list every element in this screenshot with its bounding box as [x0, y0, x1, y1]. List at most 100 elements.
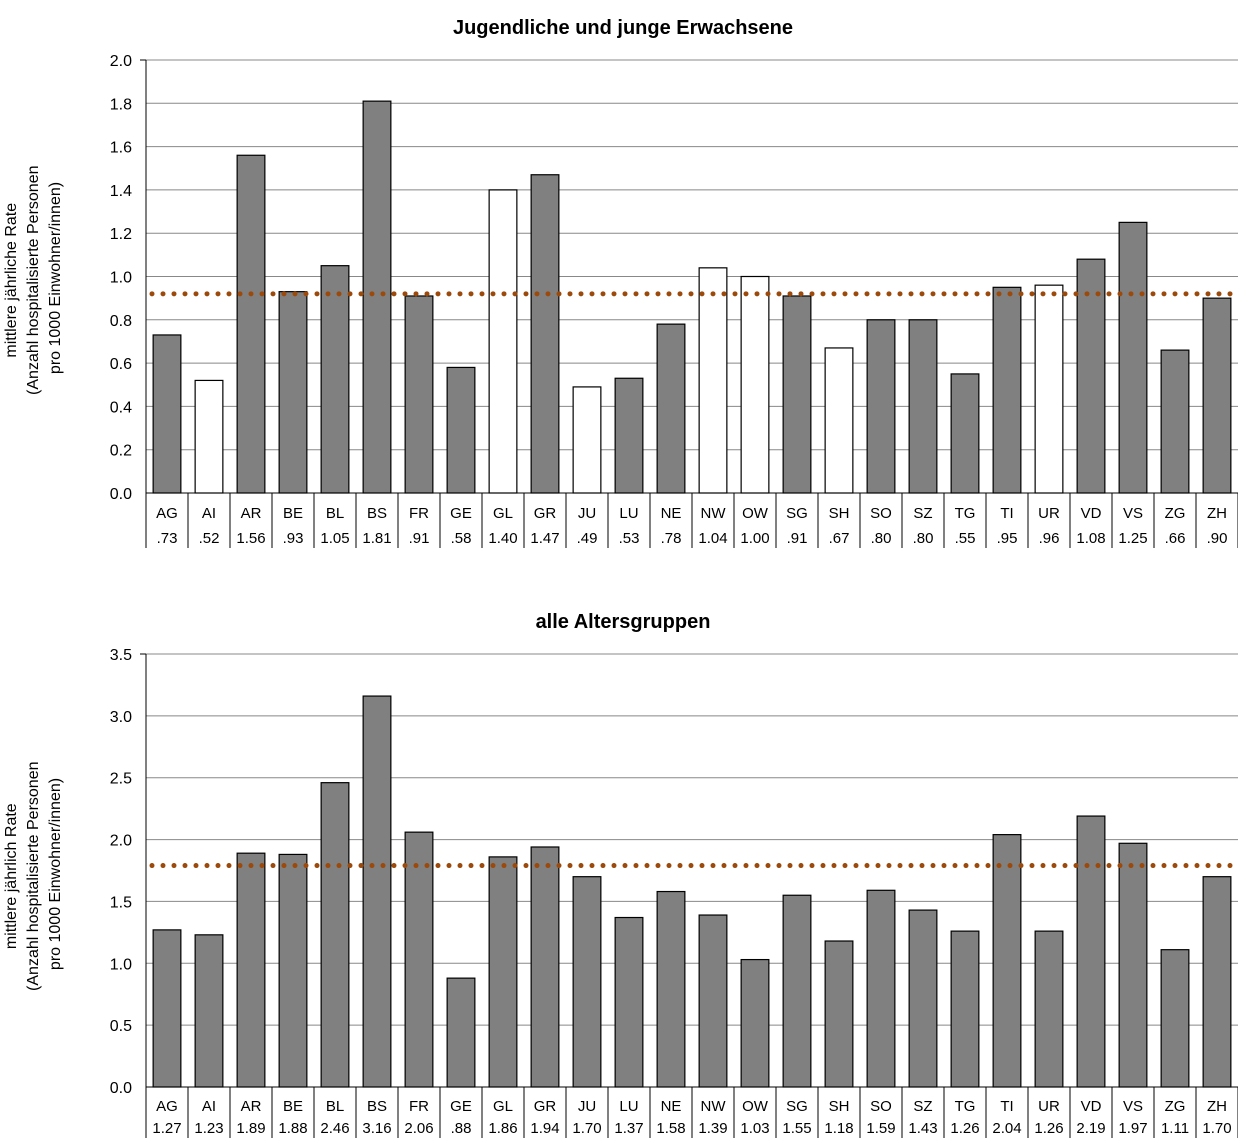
value-label: 1.70	[1202, 1120, 1231, 1137]
value-label: 2.04	[992, 1120, 1021, 1137]
y-axis-label-line: mittlere jährliche Rate	[3, 203, 20, 358]
bar-bs	[362, 100, 392, 494]
value-label: 2.06	[404, 1120, 433, 1137]
category-label: NE	[661, 1098, 682, 1115]
bar-be	[278, 291, 308, 494]
y-tick-label: 0.8	[110, 313, 132, 330]
y-tick-label: 1.5	[110, 894, 132, 911]
y-tick-label: 1.0	[110, 956, 132, 973]
category-label: SO	[870, 505, 892, 522]
category-label: AI	[202, 505, 216, 522]
category-label: GL	[493, 1098, 513, 1115]
value-label: 1.55	[782, 1120, 811, 1137]
bar-gr	[530, 174, 560, 494]
bar-ur	[1034, 284, 1064, 494]
value-label: .53	[619, 530, 640, 547]
bar-vs	[1118, 221, 1148, 494]
bar-so	[866, 319, 896, 494]
y-tick-label: 1.8	[110, 96, 132, 113]
value-label: .49	[577, 530, 598, 547]
value-label: 1.89	[236, 1120, 265, 1137]
category-label: VS	[1123, 1098, 1143, 1115]
value-label: .91	[787, 530, 808, 547]
category-label: ZG	[1165, 1098, 1186, 1115]
category-label: AI	[202, 1098, 216, 1115]
category-label: AG	[156, 1098, 178, 1115]
value-label: .96	[1039, 530, 1060, 547]
category-label: ZH	[1207, 1098, 1227, 1115]
category-label: BS	[367, 505, 387, 522]
chart-all-ages: alle Altersgruppen mittlere jährlich Rat…	[3, 611, 1238, 1138]
value-label: 2.46	[320, 1120, 349, 1137]
value-label: 3.16	[362, 1120, 391, 1137]
category-label: OW	[742, 1098, 769, 1115]
value-label: 1.39	[698, 1120, 727, 1137]
value-label: .52	[199, 530, 220, 547]
category-label: SZ	[913, 1098, 932, 1115]
bar-bs	[362, 695, 392, 1088]
bar-ge	[446, 977, 476, 1088]
bar-lu	[614, 916, 644, 1088]
category-label: TG	[955, 1098, 976, 1115]
category-label: LU	[619, 505, 638, 522]
value-label: 1.37	[614, 1120, 643, 1137]
bar-ju	[572, 386, 602, 494]
bar-zg	[1160, 349, 1190, 494]
value-label: .93	[283, 530, 304, 547]
bar-sg	[782, 295, 812, 494]
category-label: ZH	[1207, 505, 1227, 522]
bar-ar	[236, 154, 266, 494]
bar-sh	[824, 940, 854, 1088]
y-tick-label: 0.2	[110, 443, 132, 460]
value-label: 1.04	[698, 530, 727, 547]
bar-ge	[446, 366, 476, 494]
bar-so	[866, 889, 896, 1088]
category-label: AG	[156, 505, 178, 522]
bar-ti	[992, 834, 1022, 1088]
category-label: GR	[534, 1098, 557, 1115]
value-label: 1.56	[236, 530, 265, 547]
category-label: VD	[1081, 1098, 1102, 1115]
value-label: 1.25	[1118, 530, 1147, 547]
bar-zh	[1202, 876, 1232, 1088]
category-label: AR	[241, 1098, 262, 1115]
bar-lu	[614, 377, 644, 494]
value-label: 1.58	[656, 1120, 685, 1137]
bar-be	[278, 853, 308, 1088]
chart-title: Jugendliche und junge Erwachsene	[453, 17, 793, 39]
value-label: 1.03	[740, 1120, 769, 1137]
y-tick-label: 1.4	[110, 183, 132, 200]
value-label: 1.26	[1034, 1120, 1063, 1137]
value-label: 1.27	[152, 1120, 181, 1137]
category-label: JU	[578, 505, 596, 522]
category-label: GE	[450, 505, 472, 522]
bar-ai	[194, 379, 224, 494]
y-tick-label: 1.2	[110, 226, 132, 243]
bar-ai	[194, 934, 224, 1088]
value-label: .78	[661, 530, 682, 547]
category-label: UR	[1038, 505, 1060, 522]
bar-sg	[782, 894, 812, 1088]
bar-ag	[152, 929, 182, 1088]
bar-sz	[908, 319, 938, 494]
value-label: 1.26	[950, 1120, 979, 1137]
category-label: SG	[786, 505, 808, 522]
bar-zg	[1160, 949, 1190, 1088]
category-label: FR	[409, 1098, 429, 1115]
bar-gl	[488, 189, 518, 494]
y-axis-label: mittlere jährliche Rate (Anzahl hospital…	[3, 161, 64, 395]
category-label: FR	[409, 505, 429, 522]
chart-title: alle Altersgruppen	[536, 611, 711, 633]
category-label: AR	[241, 505, 262, 522]
y-tick-label: 1.0	[110, 270, 132, 287]
bar-vd	[1076, 815, 1106, 1088]
value-label: 1.43	[908, 1120, 937, 1137]
y-tick-label: 2.5	[110, 771, 132, 788]
y-axis-label: mittlere jährlich Rate (Anzahl hospitali…	[3, 757, 64, 991]
category-label: SZ	[913, 505, 932, 522]
category-label: BE	[283, 505, 303, 522]
value-label: 1.05	[320, 530, 349, 547]
value-label: 1.23	[194, 1120, 223, 1137]
value-label: .66	[1165, 530, 1186, 547]
